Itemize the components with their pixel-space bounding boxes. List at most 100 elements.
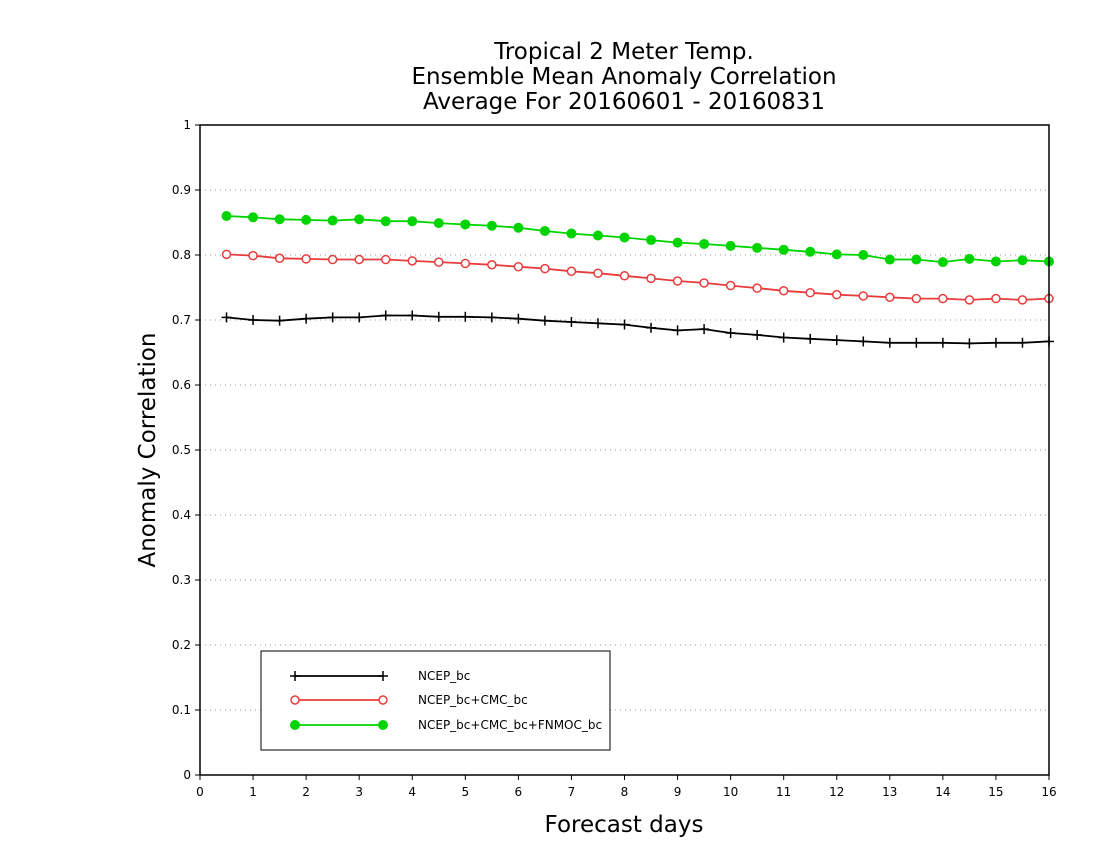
series-0-point-23 — [831, 335, 842, 346]
y-tick-label-4: 0.4 — [172, 508, 191, 522]
y-tick-label-1: 0.1 — [172, 703, 191, 717]
series-1-point-30 — [1017, 295, 1028, 305]
y-axis-title: Anomaly Correlation — [135, 332, 161, 567]
series-1-point-28 — [964, 295, 975, 305]
series-1-point-15 — [619, 271, 630, 281]
series-2-point-29 — [990, 256, 1001, 267]
series-1-point-7 — [407, 256, 417, 266]
series-1-point-2 — [274, 253, 285, 263]
x-tick-label-7: 7 — [568, 785, 576, 799]
series-2-point-2 — [274, 214, 285, 225]
series-2-point-24 — [858, 250, 869, 260]
series-1-point-22 — [805, 287, 815, 298]
series-0-point-6 — [380, 310, 391, 321]
series-1-point-21 — [778, 286, 789, 296]
series-0-point-20 — [752, 329, 763, 340]
series-1-point-0 — [221, 249, 232, 260]
series-2-point-23 — [831, 249, 842, 260]
y-axis: 0 0.1 0.2 0.3 0.4 0.5 0.6 0.7 0.8 0.9 1 — [172, 118, 200, 782]
y-tick-label-3: 0.3 — [172, 573, 191, 587]
series-0-point-12 — [539, 315, 550, 326]
x-tick-label-1: 1 — [249, 785, 257, 799]
x-tick-label-3: 3 — [355, 785, 363, 799]
series-0 — [221, 310, 1054, 349]
x-tick-label-4: 4 — [408, 785, 416, 799]
series-0-point-11 — [513, 313, 524, 324]
chart-title-line-1: Tropical 2 Meter Temp. — [493, 39, 754, 65]
series-2-point-26 — [911, 254, 922, 265]
series-0-point-22 — [805, 333, 816, 344]
series-0-point-21 — [778, 332, 789, 343]
x-tick-label-12: 12 — [829, 785, 844, 799]
series-1-point-4 — [327, 254, 338, 265]
series-2-point-7 — [407, 216, 418, 227]
series-0-point-29 — [990, 337, 1001, 348]
x-tick-label-13: 13 — [882, 785, 897, 799]
series-0-point-3 — [301, 313, 312, 324]
x-tick-label-11: 11 — [776, 785, 791, 799]
series-2-point-20 — [752, 242, 763, 253]
series-2-point-27 — [937, 257, 948, 268]
series-2-point-0 — [221, 211, 232, 221]
legend-marker-end-1 — [378, 695, 388, 705]
series-layer — [221, 211, 1054, 349]
series-1-point-9 — [460, 258, 471, 269]
series-1-point-29 — [991, 293, 1001, 304]
series-0-point-18 — [699, 324, 710, 335]
x-tick-label-14: 14 — [935, 785, 950, 799]
legend-marker-end-0 — [378, 671, 388, 681]
series-0-point-28 — [964, 338, 975, 349]
series-1-point-23 — [832, 289, 842, 300]
series-1-point-26 — [911, 293, 922, 304]
series-0-point-15 — [619, 319, 630, 330]
y-tick-label-7: 0.7 — [172, 313, 191, 327]
series-1-point-20 — [752, 283, 762, 293]
x-tick-label-15: 15 — [988, 785, 1003, 799]
series-2-point-22 — [805, 246, 816, 257]
series-0-point-8 — [433, 311, 444, 322]
series-1-point-1 — [248, 250, 258, 261]
series-2-point-9 — [460, 219, 471, 230]
y-tick-label-0: 0 — [183, 768, 191, 782]
series-2-point-11 — [513, 222, 524, 233]
series-1-point-16 — [646, 273, 656, 284]
series-1-point-3 — [301, 254, 311, 264]
series-1-point-14 — [593, 268, 603, 278]
series-1-point-18 — [699, 278, 709, 288]
series-0-point-17 — [672, 325, 683, 336]
y-tick-label-6: 0.6 — [172, 378, 191, 392]
series-0-point-4 — [327, 312, 338, 323]
series-2-point-3 — [301, 214, 312, 225]
series-1-point-27 — [938, 293, 948, 304]
series-0-point-30 — [1017, 337, 1028, 348]
series-2-point-21 — [778, 244, 789, 255]
x-tick-label-9: 9 — [674, 785, 682, 799]
series-1 — [221, 249, 1054, 305]
chart-title: Tropical 2 Meter Temp. Ensemble Mean Ano… — [411, 39, 836, 115]
series-2-point-15 — [619, 232, 630, 243]
series-1-point-11 — [513, 261, 524, 272]
series-0-point-1 — [248, 315, 259, 325]
series-0-point-13 — [566, 316, 577, 327]
series-1-point-19 — [725, 280, 736, 291]
legend-label-2: NCEP_bc+CMC_bc+FNMOC_bc — [418, 718, 602, 732]
legend-marker-end-2 — [378, 720, 388, 730]
series-2-point-17 — [672, 237, 683, 248]
legend-label-1: NCEP_bc+CMC_bc — [418, 693, 528, 707]
legend-entry-2: NCEP_bc+CMC_bc+FNMOC_bc — [290, 718, 602, 732]
series-0-point-19 — [725, 328, 736, 338]
series-2-point-25 — [884, 254, 895, 265]
series-2-point-5 — [354, 214, 365, 225]
legend-entry-0: NCEP_bc — [290, 669, 470, 683]
chart-title-line-2: Ensemble Mean Anomaly Correlation — [411, 64, 836, 90]
y-tick-label-2: 0.2 — [172, 638, 191, 652]
x-tick-label-8: 8 — [621, 785, 629, 799]
legend-marker-start-1 — [290, 695, 300, 705]
series-2-point-10 — [486, 220, 497, 231]
x-axis-title: Forecast days — [545, 812, 704, 838]
series-2-point-4 — [327, 215, 338, 226]
x-tick-label-16: 16 — [1041, 785, 1056, 799]
series-0-point-9 — [460, 311, 471, 322]
series-2-point-28 — [964, 253, 975, 264]
series-2-point-14 — [592, 230, 603, 241]
